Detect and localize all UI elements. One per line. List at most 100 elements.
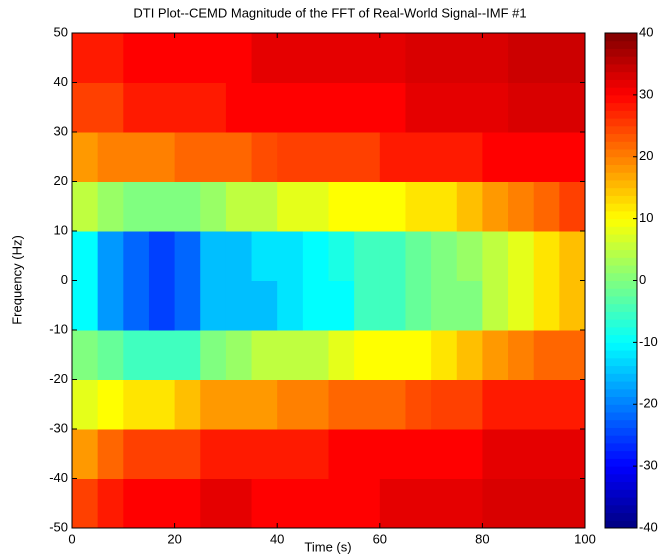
- heatmap-cell: [97, 330, 124, 380]
- colorbar-swatch: [605, 404, 637, 413]
- heatmap-cell: [559, 181, 586, 232]
- colorbar-swatch: [605, 187, 637, 196]
- heatmap-cell: [328, 82, 355, 133]
- heatmap-cell: [251, 379, 278, 430]
- x-tick-label: 100: [574, 531, 596, 546]
- colorbar-swatch: [605, 489, 637, 498]
- heatmap-cell: [225, 280, 253, 331]
- heatmap-cell: [174, 280, 201, 331]
- heatmap-cell: [72, 33, 99, 83]
- heatmap-cell: [431, 82, 458, 133]
- heatmap-cell: [148, 231, 176, 281]
- colorbar-swatch: [605, 164, 637, 173]
- heatmap-cell: [302, 132, 329, 182]
- heatmap-cell: [533, 33, 560, 83]
- heatmap-cell: [354, 429, 381, 479]
- heatmap-cell: [328, 330, 355, 380]
- heatmap-cell: [508, 82, 535, 133]
- heatmap-cell: [174, 478, 201, 529]
- colorbar-swatch: [605, 87, 637, 96]
- heatmap-cell: [405, 280, 432, 331]
- colorbar-swatch: [605, 71, 637, 80]
- heatmap-cell: [533, 82, 560, 133]
- colorbar: -40 -30 -20 -10 0 10 20 30 40: [604, 24, 658, 534]
- colorbar-swatch: [605, 435, 637, 444]
- colorbar-tick-label: -20: [639, 396, 658, 411]
- colorbar-tick-label: -30: [639, 458, 658, 473]
- heatmap-cell: [174, 82, 201, 133]
- colorbar-swatch: [605, 156, 637, 165]
- colorbar-swatch: [605, 388, 637, 398]
- heatmap-cell: [123, 429, 150, 479]
- colorbar-swatch: [605, 350, 637, 359]
- heatmap-cell: [200, 132, 227, 182]
- heatmap-cell: [379, 181, 406, 232]
- heatmap-cell: [123, 33, 150, 83]
- heatmap-cell: [559, 280, 586, 331]
- colorbar-swatch: [605, 272, 637, 281]
- heatmap-cell: [148, 429, 176, 479]
- heatmap-cell: [379, 132, 406, 182]
- heatmap-cell: [559, 82, 586, 133]
- heatmap-cell: [456, 280, 483, 331]
- y-axis-label: Frequency (Hz): [9, 235, 24, 325]
- heatmap-cell: [379, 429, 406, 479]
- heatmap-cell: [225, 429, 253, 479]
- heatmap-cell: [405, 231, 432, 281]
- heatmap-cell: [431, 181, 458, 232]
- heatmap-cell: [97, 379, 124, 430]
- colorbar-tick-label: -10: [639, 334, 658, 349]
- y-tick-label: -50: [49, 519, 68, 534]
- heatmap-cell: [277, 33, 304, 83]
- x-tick-label: 40: [270, 531, 284, 546]
- heatmap-cell: [328, 231, 355, 281]
- heatmap-cell: [559, 379, 586, 430]
- heatmap-cell: [354, 379, 381, 430]
- heatmap-cell: [174, 330, 201, 380]
- heatmap-cell: [456, 231, 483, 281]
- heatmap-cell: [97, 478, 124, 529]
- colorbar-swatch: [605, 210, 637, 220]
- colorbar-swatch: [605, 118, 637, 127]
- heatmap-cell: [225, 82, 253, 133]
- heatmap-cell: [148, 132, 176, 182]
- y-tick-label: 30: [54, 123, 68, 138]
- y-tick-label: -20: [49, 371, 68, 386]
- heatmap-cell: [533, 478, 560, 529]
- heatmap-cell: [379, 33, 406, 83]
- heatmap-cell: [328, 132, 355, 182]
- y-tick-label: -10: [49, 321, 68, 336]
- heatmap-cell: [431, 379, 458, 430]
- colorbar-swatch: [605, 133, 637, 142]
- heatmap-cell: [277, 330, 304, 380]
- colorbar-tick-label: 30: [639, 86, 653, 101]
- heatmap-cell: [559, 429, 586, 479]
- heatmap-cell: [559, 33, 586, 83]
- heatmap-cell: [200, 280, 227, 331]
- heatmap-cell: [123, 280, 150, 331]
- heatmap-cell: [559, 330, 586, 380]
- heatmap-cell: [148, 330, 176, 380]
- heatmap-cell: [123, 379, 150, 430]
- heatmap-cell: [482, 429, 509, 479]
- heatmap-cell: [200, 330, 227, 380]
- colorbar-swatch: [605, 334, 637, 343]
- heatmap-cell: [431, 429, 458, 479]
- heatmap-cell: [302, 33, 329, 83]
- heatmap-cell: [508, 478, 535, 529]
- heatmap-cell: [533, 181, 560, 232]
- colorbar-swatch: [605, 466, 637, 475]
- heatmap-cell: [482, 82, 509, 133]
- heatmap-cell: [431, 132, 458, 182]
- colorbar-swatch: [605, 234, 637, 243]
- heatmap-cell: [302, 330, 329, 380]
- heatmap-cell: [482, 478, 509, 529]
- colorbar-swatch: [605, 33, 637, 42]
- heatmap-cell: [508, 379, 535, 430]
- y-tick-label: 50: [54, 24, 68, 39]
- heatmap-cell: [174, 132, 201, 182]
- heatmap-cell: [405, 330, 432, 380]
- heatmap-cell: [277, 429, 304, 479]
- heatmap-cell: [97, 429, 124, 479]
- heatmap-cell: [559, 478, 586, 529]
